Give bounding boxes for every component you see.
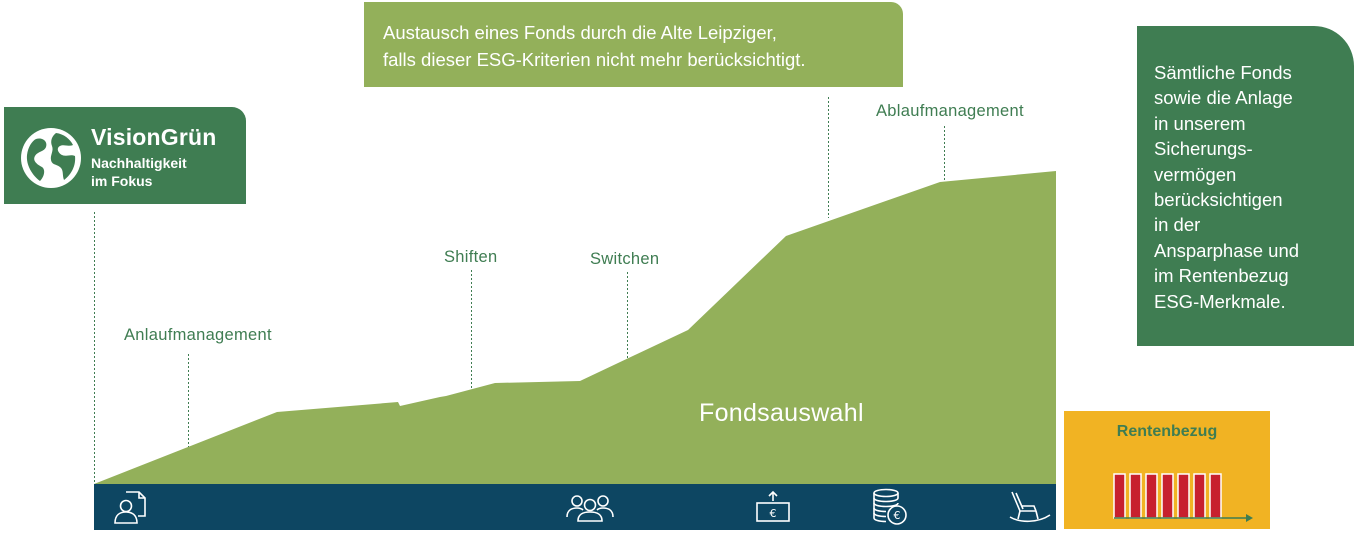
callout-right-line: im Rentenbezug: [1154, 265, 1289, 287]
svg-text:€: €: [770, 507, 777, 520]
callout-right-line: Ansparphase und: [1154, 239, 1300, 261]
person-document-icon: [114, 491, 146, 524]
brand-name: VisionGrün: [91, 124, 217, 150]
fund-exchange-callout: Austausch eines Fonds durch die Alte Lei…: [364, 2, 903, 87]
rentenbezug-title: Rentenbezug: [1116, 423, 1218, 440]
visiongruen-logo: VisionGrün Nachhaltigkeit im Fokus: [4, 107, 246, 204]
callout-top-line2: falls dieser ESG-Kriterien nicht mehr be…: [383, 49, 806, 70]
globe-icon: [21, 128, 81, 188]
label-switchen: Switchen: [590, 250, 660, 268]
callout-right-line: berücksichtigen: [1154, 189, 1283, 211]
svg-text:€: €: [894, 509, 901, 522]
label-shiften: Shiften: [444, 248, 498, 266]
annuity-bar: [1145, 473, 1158, 519]
annuity-bar: [1177, 473, 1190, 519]
euro-banknote-icon: €: [756, 490, 790, 522]
callout-right-line: sowie die Anlage: [1154, 87, 1293, 109]
callout-right-line: vermögen: [1154, 163, 1237, 185]
annuity-bar: [1113, 473, 1126, 519]
callout-right-line: ESG-Merkmale.: [1154, 290, 1286, 312]
callout-right-line: Sämtliche Fonds: [1154, 62, 1292, 83]
annuity-bar: [1193, 473, 1206, 519]
brand-tagline-line2: im Fokus: [91, 173, 153, 189]
callout-right-line: in unserem: [1154, 112, 1246, 134]
annuity-bars-graphic: [1113, 473, 1253, 522]
esg-statement-callout: Sämtliche Fonds sowie die Anlage in unse…: [1137, 26, 1354, 346]
rente-arrow-head: [1246, 514, 1253, 522]
people-group-icon: [566, 495, 614, 522]
callout-right-line: in der: [1154, 214, 1201, 236]
label-fondsauswahl: Fondsauswahl: [699, 399, 864, 427]
rocking-chair-icon: [1009, 491, 1051, 523]
brand-tagline-line1: Nachhaltigkeit: [91, 155, 187, 171]
timeline-bar: € €: [94, 484, 1056, 530]
annuity-bar: [1129, 473, 1142, 519]
label-anlaufmanagement: Anlaufmanagement: [124, 326, 272, 344]
annuity-bar: [1209, 473, 1222, 519]
label-ablaufmanagement: Ablaufmanagement: [876, 102, 1024, 120]
callout-top-line1: Austausch eines Fonds durch die Alte Lei…: [383, 22, 777, 43]
annuity-bar: [1161, 473, 1174, 519]
fondsauswahl-area: [94, 171, 1056, 484]
callout-right-line: Sicherungs-: [1154, 138, 1253, 160]
rentenbezug-box: Rentenbezug: [1064, 411, 1270, 529]
coin-stack-icon: €: [873, 488, 907, 525]
